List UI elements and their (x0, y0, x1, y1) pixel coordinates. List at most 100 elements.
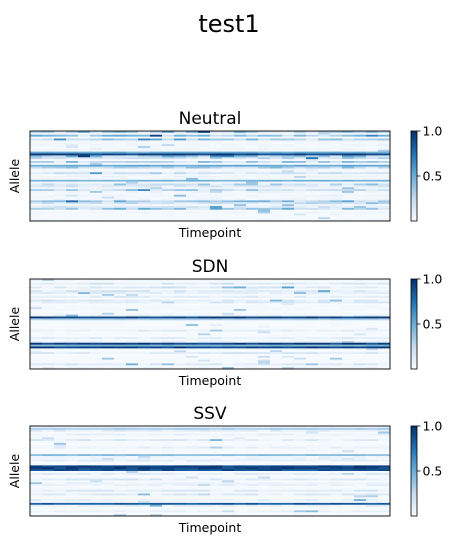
heatmap-cell (186, 322, 198, 324)
heatmap-cell (150, 443, 162, 445)
heatmap-cell (42, 497, 54, 499)
heatmap-cell (174, 507, 186, 509)
heatmap-cell (66, 174, 78, 176)
heatmap-cell (222, 197, 234, 199)
heatmap-cell (246, 456, 258, 458)
heatmap-cell (162, 189, 174, 191)
heatmap-cell (138, 356, 150, 358)
heatmap-cell (198, 469, 210, 471)
heatmap-cell (90, 435, 102, 437)
heatmap-cell (366, 462, 378, 464)
heatmap-cell (246, 305, 258, 307)
heatmap-cell (210, 184, 222, 186)
heatmap-cell (378, 142, 390, 144)
heatmap-cell (318, 146, 330, 148)
heatmap-cell (294, 503, 306, 505)
heatmap-cell (162, 212, 174, 214)
heatmap-cell (114, 287, 126, 289)
heatmap-cell (162, 460, 174, 462)
heatmap-cell (222, 212, 234, 214)
heatmap-cell (114, 328, 126, 330)
heatmap-cell (270, 195, 282, 197)
heatmap-cell (270, 347, 282, 349)
heatmap-cell (42, 486, 54, 488)
heatmap-cell (174, 471, 186, 473)
heatmap-cell (42, 296, 54, 298)
heatmap-cell (246, 189, 258, 191)
heatmap-cell (30, 159, 42, 161)
heatmap-cell (258, 465, 270, 467)
heatmap-cells (30, 279, 390, 369)
heatmap-cell (246, 501, 258, 503)
heatmap-cell (186, 281, 198, 283)
heatmap-cell (102, 445, 114, 447)
heatmap-cell (342, 290, 354, 292)
heatmap-cell (174, 328, 186, 330)
heatmap-cell (354, 430, 366, 432)
heatmap-cell (234, 307, 246, 309)
heatmap-cell (150, 155, 162, 157)
heatmap-cell (354, 187, 366, 189)
heatmap-cell (306, 144, 318, 146)
heatmap-cell (270, 465, 282, 467)
heatmap-cell (66, 497, 78, 499)
heatmap-cell (42, 178, 54, 180)
heatmap-cell (246, 324, 258, 326)
heatmap-cell (30, 358, 42, 360)
heatmap-cell (30, 200, 42, 202)
heatmap-cell (318, 443, 330, 445)
heatmap-cell (174, 443, 186, 445)
heatmap-cell (66, 333, 78, 335)
heatmap-cell (342, 465, 354, 467)
heatmap-cell (342, 197, 354, 199)
heatmap-cell (126, 210, 138, 212)
heatmap-cell (318, 432, 330, 434)
heatmap-cell (66, 294, 78, 296)
heatmap-cell (270, 339, 282, 341)
heatmap-cell (42, 174, 54, 176)
heatmap-cell (162, 324, 174, 326)
heatmap-cell (78, 462, 90, 464)
heatmap-cell (90, 465, 102, 467)
heatmap-cell (78, 176, 90, 178)
heatmap-cell (330, 458, 342, 460)
heatmap-cell (378, 467, 390, 469)
heatmap-cell (54, 505, 66, 507)
heatmap-cell (246, 281, 258, 283)
heatmap-cell (246, 330, 258, 332)
heatmap-cell (150, 146, 162, 148)
heatmap-cell (378, 469, 390, 471)
heatmap-cell (102, 460, 114, 462)
heatmap-cell (366, 326, 378, 328)
heatmap-cell (330, 191, 342, 193)
heatmap-cell (378, 172, 390, 174)
heatmap-cell (270, 283, 282, 285)
heatmap-cell (378, 497, 390, 499)
heatmap-cell (330, 447, 342, 449)
heatmap-cell (318, 298, 330, 300)
heatmap-cell (378, 187, 390, 189)
heatmap-cell (366, 320, 378, 322)
heatmap-cell (162, 163, 174, 165)
heatmap-cell (318, 326, 330, 328)
heatmap-cell (354, 503, 366, 505)
heatmap-cell (66, 458, 78, 460)
heatmap-cell (210, 178, 222, 180)
heatmap-cell (378, 473, 390, 475)
heatmap-cell (114, 484, 126, 486)
heatmap-cell (258, 191, 270, 193)
heatmap-cell (222, 450, 234, 452)
heatmap-cell (318, 290, 330, 292)
heatmap-cell (42, 318, 54, 320)
heatmap-cell (294, 324, 306, 326)
heatmap-cell (282, 152, 294, 154)
heatmap-cell (54, 281, 66, 283)
heatmap-cell (162, 155, 174, 157)
heatmap-cell (294, 362, 306, 364)
heatmap-cell (378, 302, 390, 304)
heatmap-cell (66, 137, 78, 139)
heatmap-cell (54, 307, 66, 309)
heatmap-cell (210, 360, 222, 362)
heatmap-cell (186, 503, 198, 505)
heatmap-cell (90, 199, 102, 201)
